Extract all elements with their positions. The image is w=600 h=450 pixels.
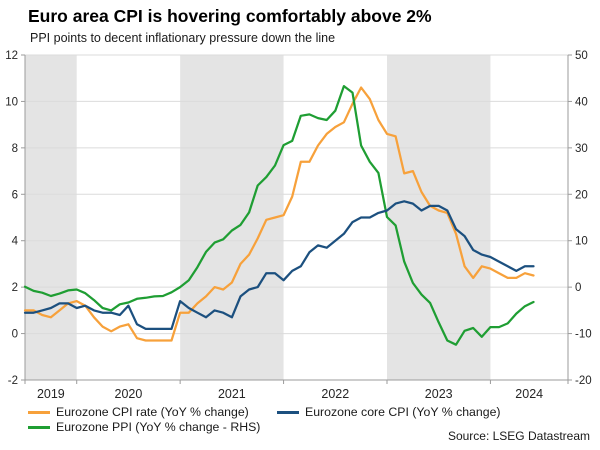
left-axis-label: 0 (12, 329, 18, 341)
left-axis-label: 8 (12, 143, 18, 155)
x-axis-year-label: 2019 (37, 387, 65, 401)
right-axis-label: 10 (575, 236, 588, 248)
chart-title: Euro area CPI is hovering comfortably ab… (28, 6, 432, 26)
year-band-2019 (25, 55, 77, 380)
core-cpi-line-swatch (277, 410, 299, 414)
right-axis-label: 0 (575, 282, 581, 294)
left-axis-label: 2 (12, 282, 18, 294)
series-line-core-cpi (23, 200, 535, 331)
left-axis-label: 4 (12, 236, 19, 248)
x-axis-year-label: 2021 (218, 387, 246, 401)
legend-label-cpi: Eurozone CPI rate (YoY % change) (56, 405, 249, 419)
right-axis-label: 30 (575, 143, 588, 155)
series-line-cpi (23, 86, 535, 342)
chart-subtitle: PPI points to decent inflationary pressu… (30, 31, 336, 45)
cpi-line-swatch (28, 410, 50, 414)
right-axis-label: 40 (575, 96, 588, 108)
right-axis-label: 50 (575, 50, 588, 62)
ppi-line-swatch (28, 425, 50, 429)
left-axis-label: 6 (12, 189, 18, 201)
legend-item-core-cpi: Eurozone core CPI (YoY % change) (277, 405, 501, 419)
x-axis-year-label: 2022 (321, 387, 349, 401)
x-axis-year-label: 2024 (515, 387, 543, 401)
right-axis-label: -20 (575, 375, 592, 387)
left-axis-label: 10 (5, 96, 18, 108)
left-axis-label: 12 (5, 50, 18, 62)
x-axis-year-label: 2023 (425, 387, 453, 401)
left-axis-label: -2 (8, 375, 18, 387)
year-band-2023 (387, 55, 491, 380)
x-axis-year-label: 2020 (115, 387, 143, 401)
legend-label-ppi: Eurozone PPI (YoY % change - RHS) (56, 420, 261, 434)
right-axis-label: 20 (575, 189, 588, 201)
legend-item-cpi: Eurozone CPI rate (YoY % change) (28, 405, 249, 419)
year-band-2021 (180, 55, 284, 380)
legend-item-ppi: Eurozone PPI (YoY % change - RHS) (28, 420, 260, 434)
legend-label-core-cpi: Eurozone core CPI (YoY % change) (305, 405, 501, 419)
series-line-ppi (23, 84, 535, 346)
right-axis-label: -10 (575, 329, 592, 341)
source-note: Source: LSEG Datastream (447, 429, 590, 443)
